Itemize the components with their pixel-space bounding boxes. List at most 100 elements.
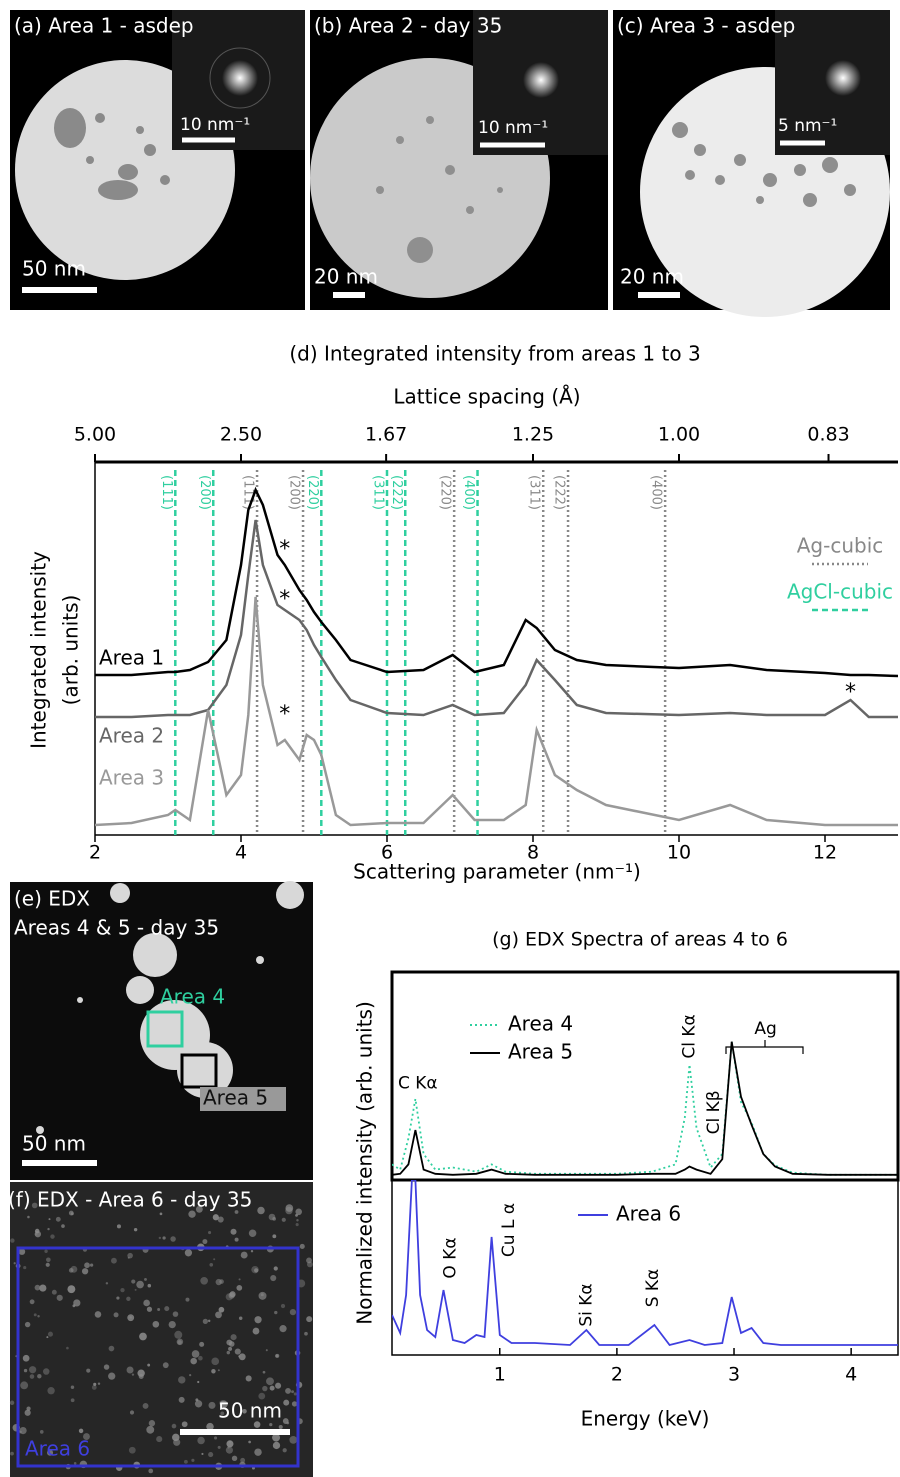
particles bbox=[672, 122, 856, 207]
series-label: Area 2 bbox=[99, 724, 164, 748]
speckle-dot bbox=[198, 1355, 203, 1361]
legend-label: Area 4 bbox=[508, 1012, 573, 1036]
speckle-dot bbox=[275, 1354, 279, 1358]
speckle-dot bbox=[20, 1381, 29, 1390]
speckle-dot bbox=[42, 1368, 50, 1375]
speckle-dot bbox=[81, 1268, 89, 1275]
inset-scale: 10 nm⁻¹ bbox=[180, 115, 250, 135]
speckle-dot bbox=[262, 1370, 266, 1374]
speckle-dot bbox=[270, 1274, 277, 1282]
speckle-dot bbox=[208, 1231, 212, 1235]
speckle-dot bbox=[127, 1256, 130, 1259]
speckle-dot bbox=[254, 1316, 262, 1324]
speckle-dot bbox=[148, 1468, 154, 1474]
legend-label: Area 5 bbox=[508, 1040, 573, 1064]
annotation: * bbox=[279, 702, 290, 727]
speckle-dot bbox=[44, 1249, 48, 1254]
speckle-dot bbox=[172, 1433, 180, 1442]
series-label: Area 1 bbox=[99, 646, 164, 670]
speckle-dot bbox=[116, 1296, 120, 1300]
speckle-dot bbox=[217, 1216, 224, 1223]
label-bg bbox=[200, 1087, 286, 1111]
panel-frame bbox=[390, 970, 900, 1182]
speckle-dot bbox=[184, 1249, 193, 1257]
speckle-dot bbox=[172, 1311, 179, 1317]
speckle-dot bbox=[219, 1400, 228, 1409]
speckle-dot bbox=[282, 1448, 287, 1453]
peak-label: C Kα bbox=[398, 1073, 438, 1093]
speckle-dot bbox=[240, 1251, 248, 1259]
speckle-dot bbox=[306, 1316, 313, 1323]
reference-label: (311) bbox=[527, 475, 542, 510]
scale-label: 50 nm bbox=[22, 1132, 86, 1156]
speckle-dot bbox=[162, 1236, 166, 1240]
speckle-dot bbox=[131, 1373, 135, 1376]
speckle-dot bbox=[142, 1402, 149, 1409]
speckle-dot bbox=[214, 1436, 218, 1440]
diffraction-spot bbox=[523, 62, 559, 98]
speckle-dot bbox=[176, 1338, 184, 1346]
speckle-dot bbox=[211, 1357, 220, 1366]
speckle-dot bbox=[295, 1208, 302, 1216]
speckle-dot bbox=[103, 1364, 110, 1370]
series-label: Area 3 bbox=[99, 766, 164, 790]
speckle-dot bbox=[273, 1266, 278, 1271]
reference-label: (200) bbox=[287, 475, 302, 510]
x2-tick-label: 1.67 bbox=[365, 424, 407, 446]
speckle-dot bbox=[188, 1210, 196, 1218]
image-bg bbox=[10, 1182, 313, 1477]
speckle-dot bbox=[113, 1312, 119, 1318]
area-4-label: Area 4 bbox=[160, 985, 225, 1009]
speckle-dot bbox=[251, 1265, 259, 1274]
speckle-dot bbox=[230, 1334, 237, 1341]
speckle-dot bbox=[299, 1243, 305, 1249]
x-tick-label: 4 bbox=[845, 1364, 857, 1386]
chart-title: (d) Integrated intensity from areas 1 to… bbox=[289, 342, 700, 366]
speckle-dot bbox=[278, 1424, 283, 1429]
peak-label: Cu L α bbox=[499, 1203, 519, 1257]
area-5-label: Area 5 bbox=[203, 1086, 268, 1110]
speckle-dot bbox=[47, 1387, 55, 1395]
speckle-dot bbox=[274, 1310, 278, 1315]
speckle-dot bbox=[136, 1280, 144, 1289]
speckle-dot bbox=[134, 1288, 137, 1291]
speckle-dot bbox=[225, 1446, 233, 1454]
speckle-dot bbox=[295, 1223, 299, 1227]
speckle-dot bbox=[252, 1327, 260, 1335]
panel-subtitle: Areas 4 & 5 - day 35 bbox=[14, 916, 219, 940]
speckle-dot bbox=[84, 1262, 90, 1269]
speckle-dot bbox=[159, 1212, 163, 1216]
speckle-dot bbox=[24, 1321, 31, 1328]
speckle-dot bbox=[61, 1224, 65, 1228]
speckle-dot bbox=[73, 1299, 81, 1307]
speckle-dot bbox=[158, 1236, 162, 1240]
speckle-dot bbox=[10, 1238, 15, 1243]
speckle-dot bbox=[39, 1430, 44, 1434]
speckle-dot bbox=[212, 1214, 219, 1221]
speckle-dot bbox=[199, 1341, 205, 1347]
peak-label: S Kα bbox=[643, 1269, 663, 1308]
y-axis-label: Normalized intensity (arb. units) bbox=[353, 1001, 377, 1325]
annotation: * bbox=[845, 680, 856, 705]
particles bbox=[36, 881, 304, 1134]
peak-label: Cl Kβ bbox=[704, 1090, 724, 1134]
speckle-dot bbox=[46, 1257, 51, 1263]
panel-f: Area 6 50 nm (f) EDX - Area 6 - day 35 bbox=[8, 1182, 313, 1477]
speckle-dot bbox=[254, 1268, 259, 1273]
speckle-dot bbox=[47, 1449, 54, 1456]
speckle-dot bbox=[83, 1433, 90, 1440]
speckle-dot bbox=[285, 1387, 291, 1394]
speckle-dot bbox=[108, 1345, 115, 1352]
speckle-dot bbox=[190, 1357, 197, 1365]
speckle-dot bbox=[29, 1374, 35, 1379]
speckle-dot bbox=[168, 1320, 176, 1329]
area-6-label: Area 6 bbox=[25, 1437, 90, 1461]
speckle-dot bbox=[296, 1219, 299, 1222]
x-tick-label: 4 bbox=[235, 842, 247, 864]
speckle-dot bbox=[147, 1363, 151, 1367]
speckle-dot bbox=[116, 1224, 122, 1229]
speckle-dot bbox=[228, 1346, 233, 1351]
series-line bbox=[392, 1041, 898, 1176]
speckle-dot bbox=[47, 1331, 53, 1337]
